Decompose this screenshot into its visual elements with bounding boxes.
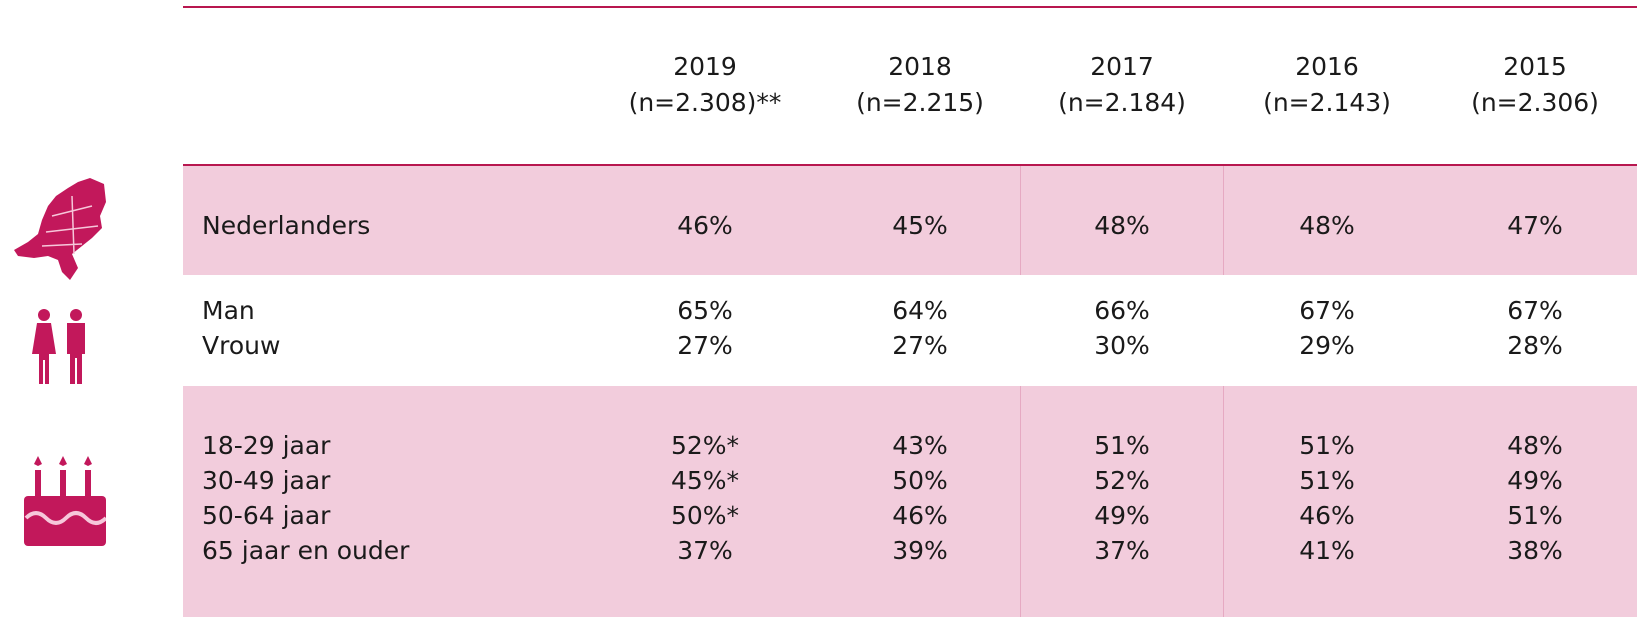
cell-value: 47%	[1507, 211, 1563, 240]
cell-value: 67%	[1299, 296, 1355, 325]
cell-value: 27%	[892, 331, 948, 360]
column-divider	[1223, 166, 1224, 275]
cell-value: 46%	[1299, 501, 1355, 530]
cell-value: 49%	[1094, 501, 1150, 530]
cell-value: 67%	[1507, 296, 1563, 325]
column-divider	[1020, 166, 1021, 275]
cell-value: 38%	[1507, 536, 1563, 565]
column-n: (n=2.143)	[1263, 88, 1391, 117]
cell-value: 49%	[1507, 466, 1563, 495]
cell-value: 37%	[677, 536, 733, 565]
cell-value: 43%	[892, 431, 948, 460]
netherlands-icon	[14, 178, 106, 280]
column-year: 2019	[673, 52, 737, 81]
row-band	[183, 386, 1637, 617]
column-divider	[1223, 386, 1224, 617]
cell-value: 51%	[1507, 501, 1563, 530]
cell-value: 45%*	[670, 466, 740, 495]
cell-value: 48%	[1094, 211, 1150, 240]
row-label: Nederlanders	[202, 211, 371, 240]
cell-value: 52%*	[670, 431, 740, 460]
cell-value: 29%	[1299, 331, 1355, 360]
column-year: 2018	[888, 52, 952, 81]
top-rule	[183, 6, 1637, 8]
cell-value: 51%	[1094, 431, 1150, 460]
cell-value: 66%	[1094, 296, 1150, 325]
cell-value: 50%	[892, 466, 948, 495]
cell-value: 52%	[1094, 466, 1150, 495]
cell-value: 51%	[1299, 431, 1355, 460]
people-icon	[32, 309, 85, 384]
cell-value: 27%	[677, 331, 733, 360]
row-band	[183, 166, 1637, 275]
row-label: Vrouw	[202, 331, 281, 360]
cake-icon	[24, 456, 106, 546]
cell-value: 51%	[1299, 466, 1355, 495]
column-n: (n=2.308)**	[628, 88, 782, 117]
column-n: (n=2.184)	[1058, 88, 1186, 117]
column-n: (n=2.306)	[1471, 88, 1599, 117]
column-year: 2016	[1295, 52, 1359, 81]
column-divider	[1020, 386, 1021, 617]
row-label: 65 jaar en ouder	[202, 536, 410, 565]
cell-value: 50%*	[670, 501, 740, 530]
cell-value: 45%	[892, 211, 948, 240]
row-label: 30-49 jaar	[202, 466, 331, 495]
cell-value: 65%	[677, 296, 733, 325]
row-label: Man	[202, 296, 255, 325]
cell-value: 48%	[1299, 211, 1355, 240]
cell-value: 37%	[1094, 536, 1150, 565]
cell-value: 46%	[892, 501, 948, 530]
column-n: (n=2.215)	[856, 88, 984, 117]
row-label: 50-64 jaar	[202, 501, 331, 530]
row-label: 18-29 jaar	[202, 431, 331, 460]
column-year: 2015	[1503, 52, 1567, 81]
cell-value: 28%	[1507, 331, 1563, 360]
cell-value: 41%	[1299, 536, 1355, 565]
cell-value: 64%	[892, 296, 948, 325]
cell-value: 46%	[677, 211, 733, 240]
column-year: 2017	[1090, 52, 1154, 81]
cell-value: 39%	[892, 536, 948, 565]
cell-value: 48%	[1507, 431, 1563, 460]
cell-value: 30%	[1094, 331, 1150, 360]
header-rule	[183, 164, 1637, 166]
